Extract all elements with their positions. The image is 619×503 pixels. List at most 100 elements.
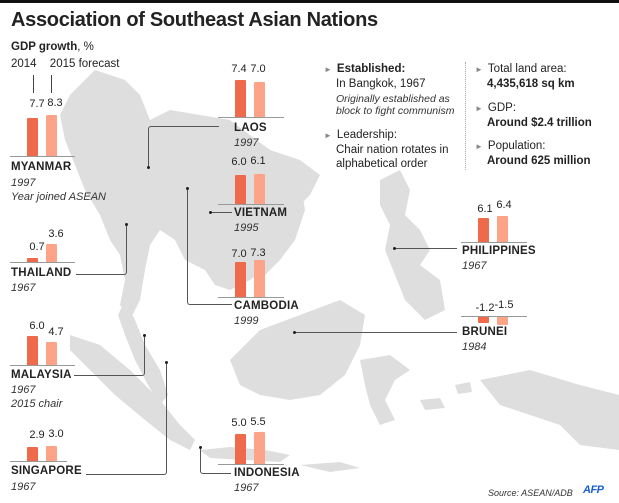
- bar-2014: [235, 80, 246, 117]
- baseline: [461, 242, 527, 243]
- value-2015: -1.5: [494, 299, 514, 311]
- leader-line-indonesia: [200, 447, 231, 474]
- value-2015: 5.5: [250, 416, 266, 428]
- location-dot-laos: [147, 166, 150, 169]
- location-dot-vietnam: [209, 211, 212, 214]
- chair-note: 2015 chair: [11, 398, 63, 410]
- bar-2014: [235, 434, 246, 464]
- page-title: Association of Southeast Asian Nations: [11, 9, 378, 31]
- legend-2014: 2014: [11, 58, 37, 70]
- country-name: MALAYSIA: [11, 369, 72, 381]
- value-2014: 2.9: [29, 429, 45, 441]
- value-2015: 6.4: [496, 199, 512, 211]
- facts-gdp: ► GDP: Around $2.4 trillion: [475, 101, 592, 130]
- land-value: 4,435,618 sq km: [487, 78, 575, 90]
- location-dot-thailand: [125, 223, 128, 226]
- leader-line-philippines: [395, 248, 457, 249]
- location-dot-philippines: [393, 247, 396, 250]
- leader-line-laos: [148, 126, 219, 167]
- year-joined: 1995: [234, 222, 259, 234]
- location-dot-malaysia: [143, 334, 146, 337]
- location-dot-cambodia: [186, 187, 189, 190]
- baseline: [461, 316, 527, 317]
- value-2015: 6.1: [250, 155, 266, 167]
- year-joined: 1967: [234, 482, 259, 494]
- bullet-icon: ►: [324, 65, 332, 74]
- leader-line-vietnam: [212, 212, 232, 213]
- bar-2015: [497, 216, 508, 242]
- country-name: CAMBODIA: [234, 300, 299, 312]
- bar-2015: [254, 174, 265, 204]
- bullet-icon: ►: [475, 65, 483, 74]
- value-2015: 7.3: [250, 247, 266, 259]
- bar-2014: [235, 175, 246, 204]
- legend-metric: GDP growth, %: [11, 41, 94, 53]
- value-2015: 7.0: [250, 63, 266, 75]
- legend-metric-unit: , %: [77, 41, 94, 53]
- leader-line-brunei: [295, 332, 457, 333]
- population-value: Around 625 million: [487, 155, 591, 167]
- bar-2014: [478, 218, 489, 242]
- top-rule: [0, 0, 619, 3]
- bar-2015: [254, 260, 265, 297]
- value-2014: 6.1: [477, 203, 493, 215]
- bar-2014: [27, 118, 38, 156]
- bar-2015: [497, 317, 508, 325]
- legend-series: 2014 2015 forecast: [11, 58, 119, 70]
- facts-established: ► Established: In Bangkok, 1967 Originall…: [324, 62, 454, 117]
- year-joined: 1967: [11, 282, 36, 294]
- baseline: [10, 365, 75, 366]
- country-name: SINGAPORE: [11, 465, 82, 477]
- location-dot-indonesia: [199, 446, 202, 449]
- baseline: [218, 204, 284, 205]
- leadership-label: Leadership:: [336, 129, 398, 141]
- legend-arrow-2015: [51, 75, 52, 93]
- value-2015: 8.3: [47, 97, 63, 109]
- leader-line-thailand: [76, 224, 127, 275]
- source-note: Source: ASEAN/ADB: [488, 488, 573, 498]
- bullet-icon: ►: [324, 131, 332, 140]
- bar-2015: [254, 432, 265, 464]
- country-name: VIETNAM: [234, 207, 288, 219]
- year-joined: 1997: [11, 177, 36, 189]
- bar-2014: [27, 258, 38, 262]
- legend-arrow-2014: [33, 75, 34, 93]
- leadership-value-2: alphabetical order: [336, 158, 428, 170]
- bar-2015: [46, 342, 57, 365]
- facts-population: ► Population: Around 625 million: [475, 139, 591, 168]
- value-2015: 3.6: [48, 228, 64, 240]
- year-joined: 1967: [11, 481, 36, 493]
- value-2014: 6.0: [231, 156, 247, 168]
- country-name: INDONESIA: [234, 467, 300, 479]
- bar-2014: [27, 336, 38, 365]
- bar-2014: [27, 447, 38, 461]
- bar-2015: [46, 115, 57, 156]
- established-note-2: block to fight communism: [336, 104, 455, 117]
- legend-metric-name: GDP growth: [11, 41, 78, 53]
- facts-divider: [465, 62, 466, 170]
- year-joined: 1984: [462, 341, 487, 353]
- baseline: [10, 262, 75, 263]
- leader-line-singapore: [86, 362, 167, 475]
- bar-2014: [235, 262, 246, 297]
- facts-leadership: ► Leadership: Chair nation rotates in alp…: [324, 128, 449, 171]
- value-2014: 7.0: [231, 248, 247, 260]
- bar-2014: [478, 317, 489, 323]
- value-2014: 7.4: [231, 63, 247, 75]
- afp-logo: AFP: [583, 484, 604, 496]
- country-name: PHILIPPINES: [462, 245, 536, 257]
- country-name: LAOS: [234, 122, 267, 134]
- baseline: [218, 117, 284, 118]
- facts-land-area: ► Total land area: 4,435,618 sq km: [475, 62, 575, 91]
- year-joined-note: Year joined ASEAN: [11, 191, 106, 203]
- established-note-1: Originally established as: [336, 93, 450, 105]
- value-2014: 7.7: [29, 98, 45, 110]
- country-name: MYANMAR: [11, 161, 72, 173]
- bar-2015: [254, 82, 265, 117]
- established-value: In Bangkok, 1967: [336, 78, 426, 90]
- leadership-value-1: Chair nation rotates in: [336, 144, 449, 156]
- country-name: THAILAND: [11, 267, 72, 279]
- bar-2015: [46, 244, 57, 262]
- bullet-icon: ►: [475, 142, 483, 151]
